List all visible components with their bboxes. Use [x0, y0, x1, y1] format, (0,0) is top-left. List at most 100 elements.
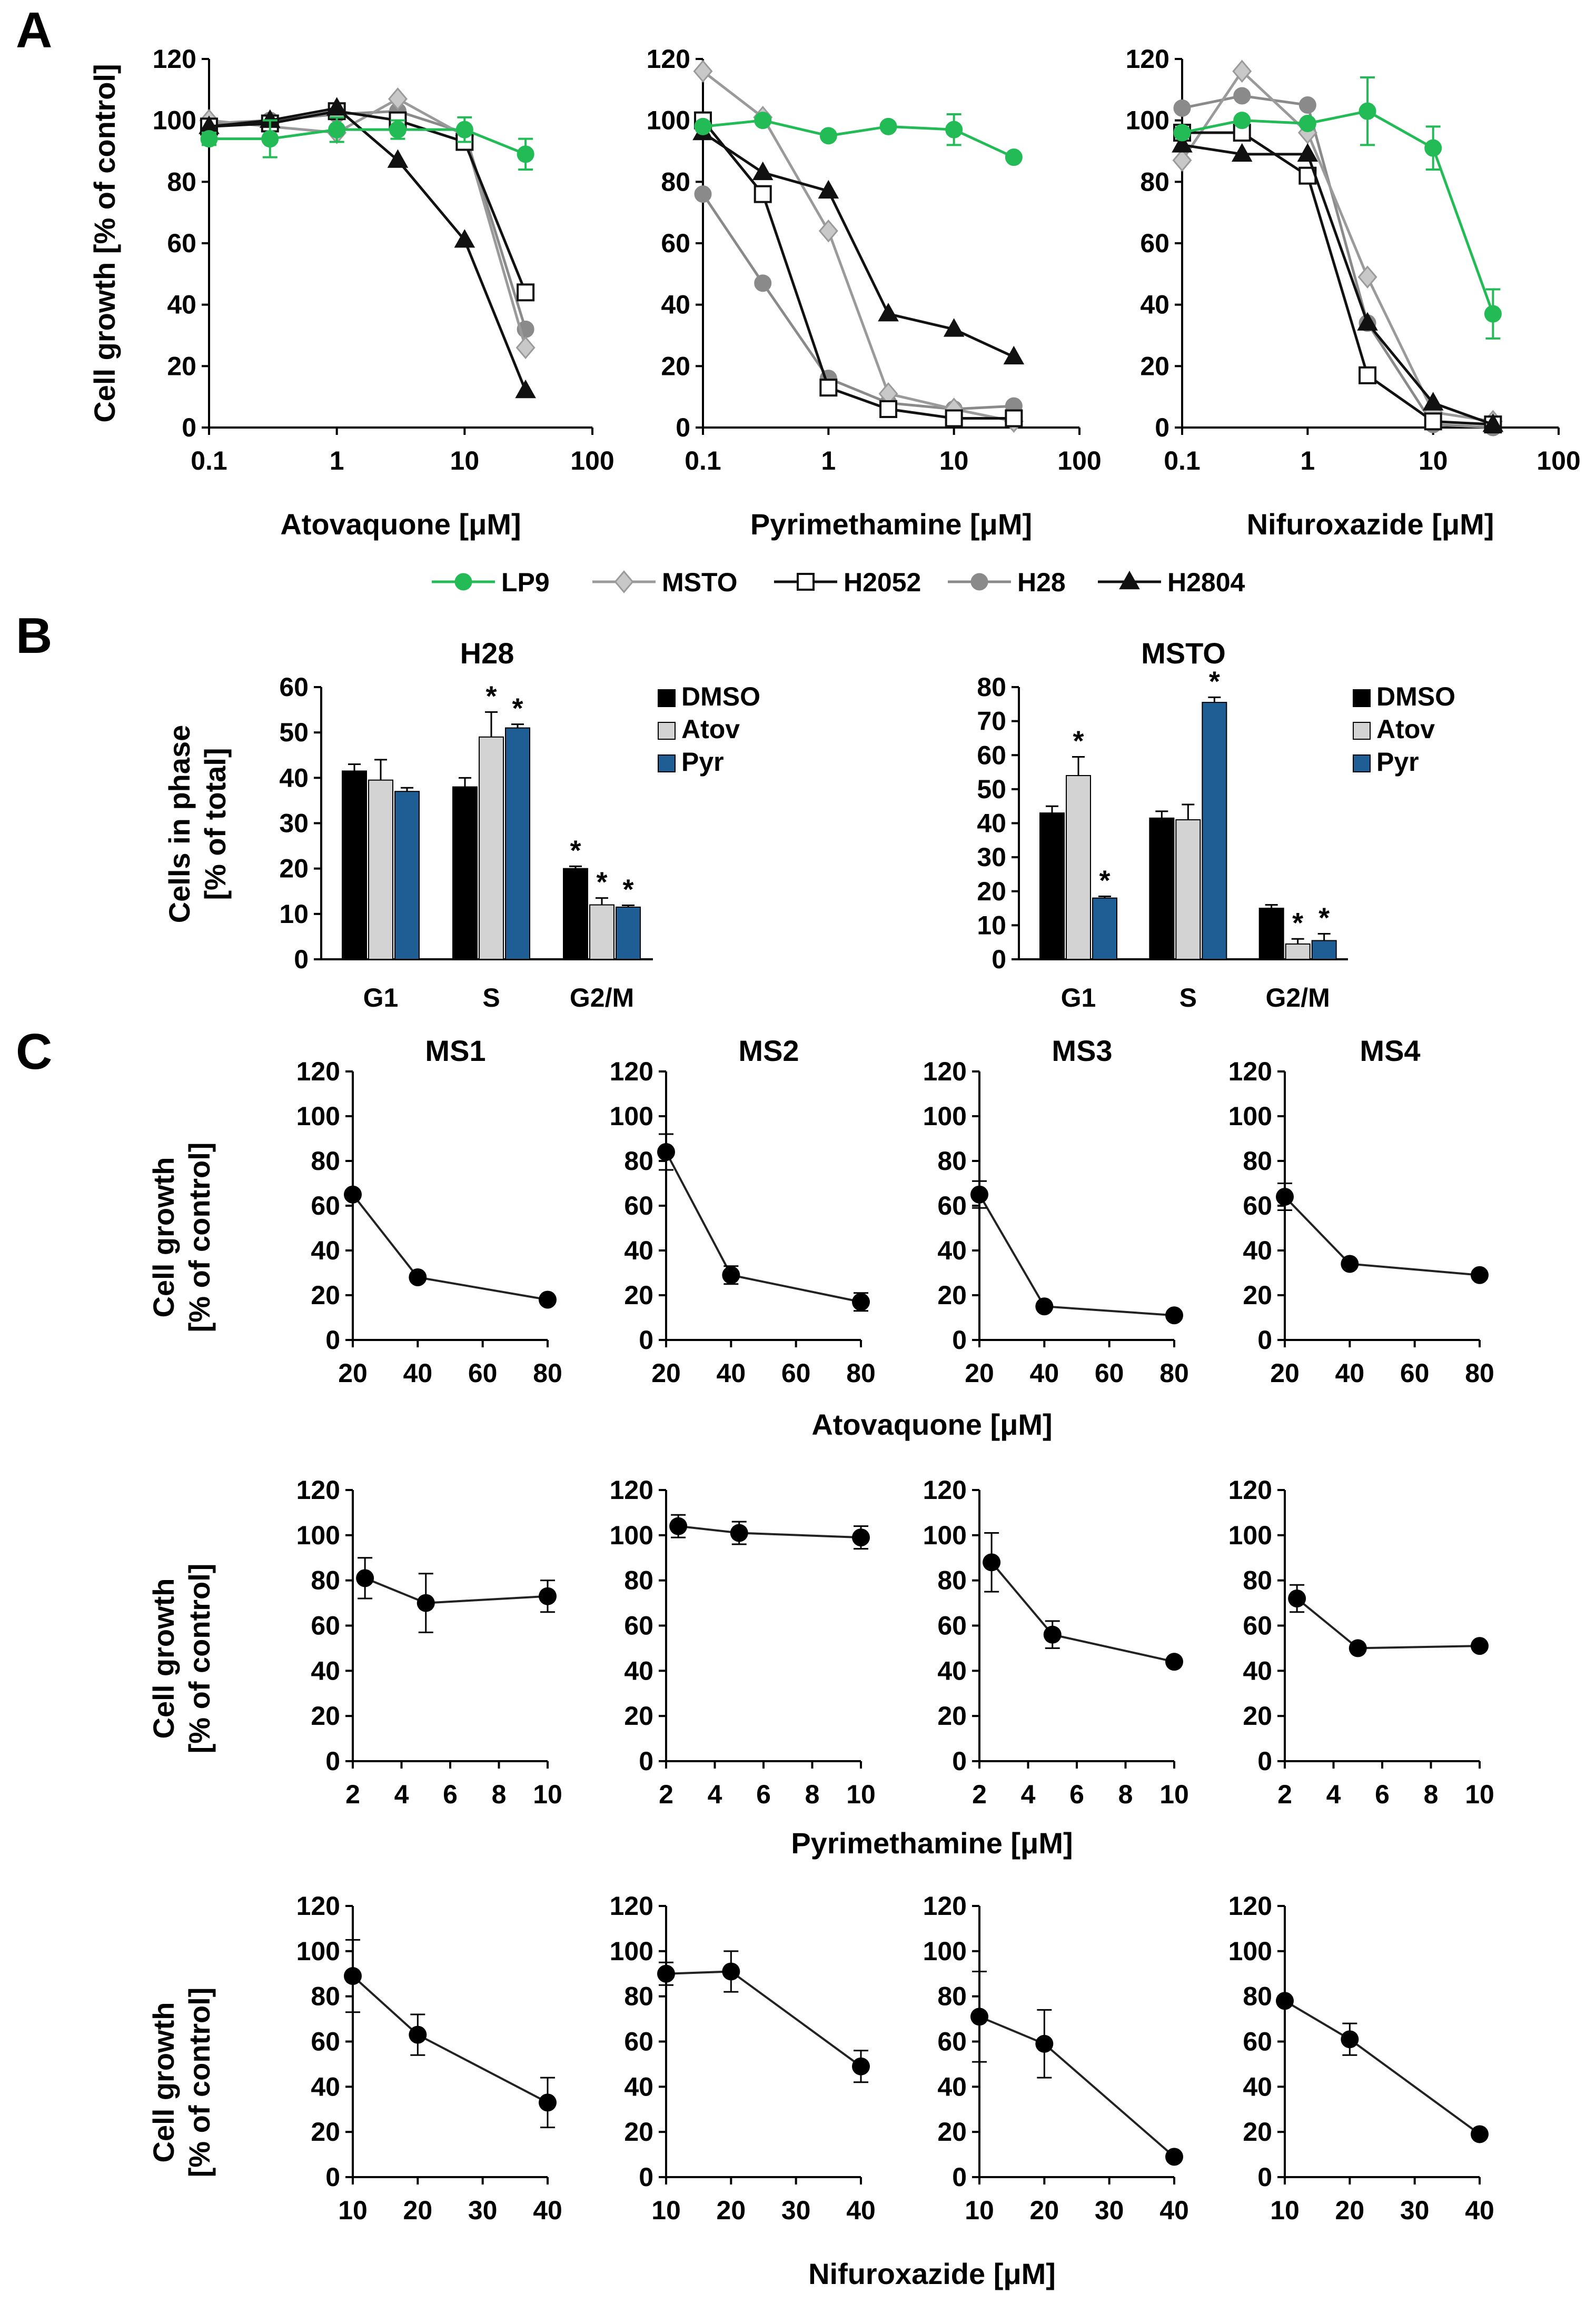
panel-c-chart-r3c1: 0 20 40 60 80 100 120 10 20 30 40 — [296, 1891, 562, 2225]
y-tick-label: 0 — [182, 413, 196, 442]
y-tick-label: 80 — [937, 1982, 967, 2011]
y-tick-label: 80 — [624, 1566, 653, 1595]
x-tick-label: 10 — [1270, 2196, 1300, 2225]
bar-dmso — [1258, 908, 1284, 960]
y-tick-label: 100 — [610, 1101, 653, 1131]
y-tick-label: 80 — [167, 167, 196, 196]
data-point — [852, 1528, 870, 1547]
series-line-h2804 — [209, 106, 527, 391]
x-tick-label: 100 — [570, 446, 614, 475]
data-point-h2052 — [879, 400, 898, 418]
y-tick-label: 120 — [610, 1057, 653, 1086]
legend-label-h28: H28 — [1017, 568, 1066, 597]
y-tick-label: 0 — [639, 1325, 653, 1355]
y-tick-label: 100 — [1126, 106, 1169, 135]
series-line-h28 — [701, 193, 1014, 411]
x-tick-label: 8 — [1424, 1780, 1439, 1809]
x-tick-label: 20 — [403, 2196, 433, 2225]
y-tick-label: 60 — [279, 672, 309, 702]
panel-a-chart-3: 0 20 40 60 80 100 120 0.1 1 10 100 Nifuroxazide [μM… — [1126, 44, 1581, 541]
series-line — [1284, 1196, 1480, 1276]
data-point — [983, 1553, 1001, 1572]
y-tick-label: 40 — [311, 1236, 340, 1265]
data-point-msto — [388, 87, 408, 111]
x-tick-label: 20 — [965, 1358, 994, 1388]
y-tick-label: 80 — [937, 1146, 967, 1176]
panel-c-chart-r3c3: 0 20 40 60 80 100 120 10 20 30 40 — [923, 1891, 1189, 2225]
y-tick-label: 20 — [937, 2117, 967, 2147]
y-tick-label: 0 — [325, 2162, 340, 2192]
y-tick-label: 80 — [977, 672, 1006, 702]
y-tick-label: 60 — [937, 2027, 967, 2057]
x-tick-label: 40 — [1465, 2196, 1494, 2225]
x-tick-label: G1 — [1061, 983, 1096, 1012]
data-point — [852, 1293, 870, 1311]
panel-a-legend: LP9 MSTO H2052 H28 H2804 — [432, 568, 1245, 597]
x-tick-label: 8 — [805, 1780, 820, 1809]
y-tick-label: 60 — [311, 2027, 340, 2057]
data-point-lp9 — [694, 117, 712, 135]
legend-label-lp9: LP9 — [501, 568, 550, 597]
y-tick-label: 0 — [325, 1746, 340, 1776]
data-point-lp9 — [819, 127, 837, 145]
data-point — [417, 1594, 435, 1612]
x-tick-label: S — [482, 983, 500, 1012]
y-tick-label: 60 — [167, 229, 196, 258]
data-point-h2804 — [1172, 134, 1193, 153]
series-line-h2804 — [702, 131, 1015, 359]
data-point — [730, 1524, 748, 1542]
x-tick-label: G2/M — [1266, 983, 1330, 1012]
x-tick-label: 10 — [846, 1780, 876, 1809]
y-tick-label: 40 — [937, 2072, 967, 2101]
significance-star: * — [1099, 865, 1110, 896]
bar-atov — [1175, 819, 1201, 960]
data-point — [409, 2025, 427, 2044]
x-tick-label: 30 — [468, 2196, 498, 2225]
data-point — [852, 2057, 870, 2075]
x-tick-label: 4 — [1326, 1780, 1341, 1809]
panel-b-chart-msto: MSTO 0 10 20 30 40 50 60 70 80 * * G1 * S * * G2/M — [977, 637, 1348, 1012]
data-point-msto — [1232, 59, 1252, 83]
legend-marker-msto — [614, 570, 634, 593]
panel-c-row2-xlabel: Pyrimethamine [μM] — [791, 1826, 1073, 1860]
data-point-lp9 — [1359, 102, 1376, 120]
y-tick-label: 60 — [977, 740, 1006, 770]
y-tick-label: 40 — [977, 809, 1006, 838]
y-tick-label: 80 — [311, 1982, 340, 2011]
y-tick-label: 20 — [977, 877, 1006, 906]
data-point-msto — [818, 219, 838, 243]
panel-a-ylabel: Cell growth [% of control] — [88, 64, 121, 422]
y-tick-label: 120 — [610, 1891, 653, 1921]
x-tick-label: 0.1 — [685, 446, 721, 475]
data-point-msto — [516, 336, 536, 360]
data-point-lp9 — [1233, 112, 1251, 130]
x-tick-label: 60 — [1095, 1358, 1124, 1388]
data-point-lp9 — [1173, 124, 1191, 142]
data-point-h2052 — [1005, 409, 1023, 428]
x-tick-label: 1 — [330, 446, 344, 475]
y-tick-label: 20 — [624, 1701, 653, 1731]
x-tick-label: 40 — [1159, 2196, 1189, 2225]
panel-a-chart-2: 0 20 40 60 80 100 120 0.1 1 10 100 Pyrimethamine [μ… — [647, 44, 1102, 541]
x-tick-label: 6 — [756, 1780, 771, 1809]
x-tick-label: 10 — [450, 446, 480, 475]
legend-label-dmso: DMSO — [681, 682, 760, 711]
y-tick-label: 100 — [296, 1936, 340, 1966]
y-tick-label: 40 — [624, 2072, 653, 2101]
panel-c-row2-ylabel-line2: [% of control] — [183, 1564, 216, 1754]
data-point-h28 — [1298, 96, 1316, 114]
x-tick-label: 30 — [781, 2196, 811, 2225]
series-line — [1284, 2000, 1481, 2136]
y-tick-label: 100 — [1228, 1521, 1272, 1550]
y-tick-label: 0 — [294, 945, 309, 974]
data-point — [539, 1587, 557, 1605]
bar-atov — [1066, 775, 1091, 960]
x-tick-label: 2 — [659, 1780, 673, 1809]
data-point — [669, 1517, 688, 1535]
legend-label-atov: Atov — [681, 714, 740, 744]
y-tick-label: 40 — [167, 290, 196, 320]
y-tick-label: 40 — [1243, 1656, 1272, 1685]
